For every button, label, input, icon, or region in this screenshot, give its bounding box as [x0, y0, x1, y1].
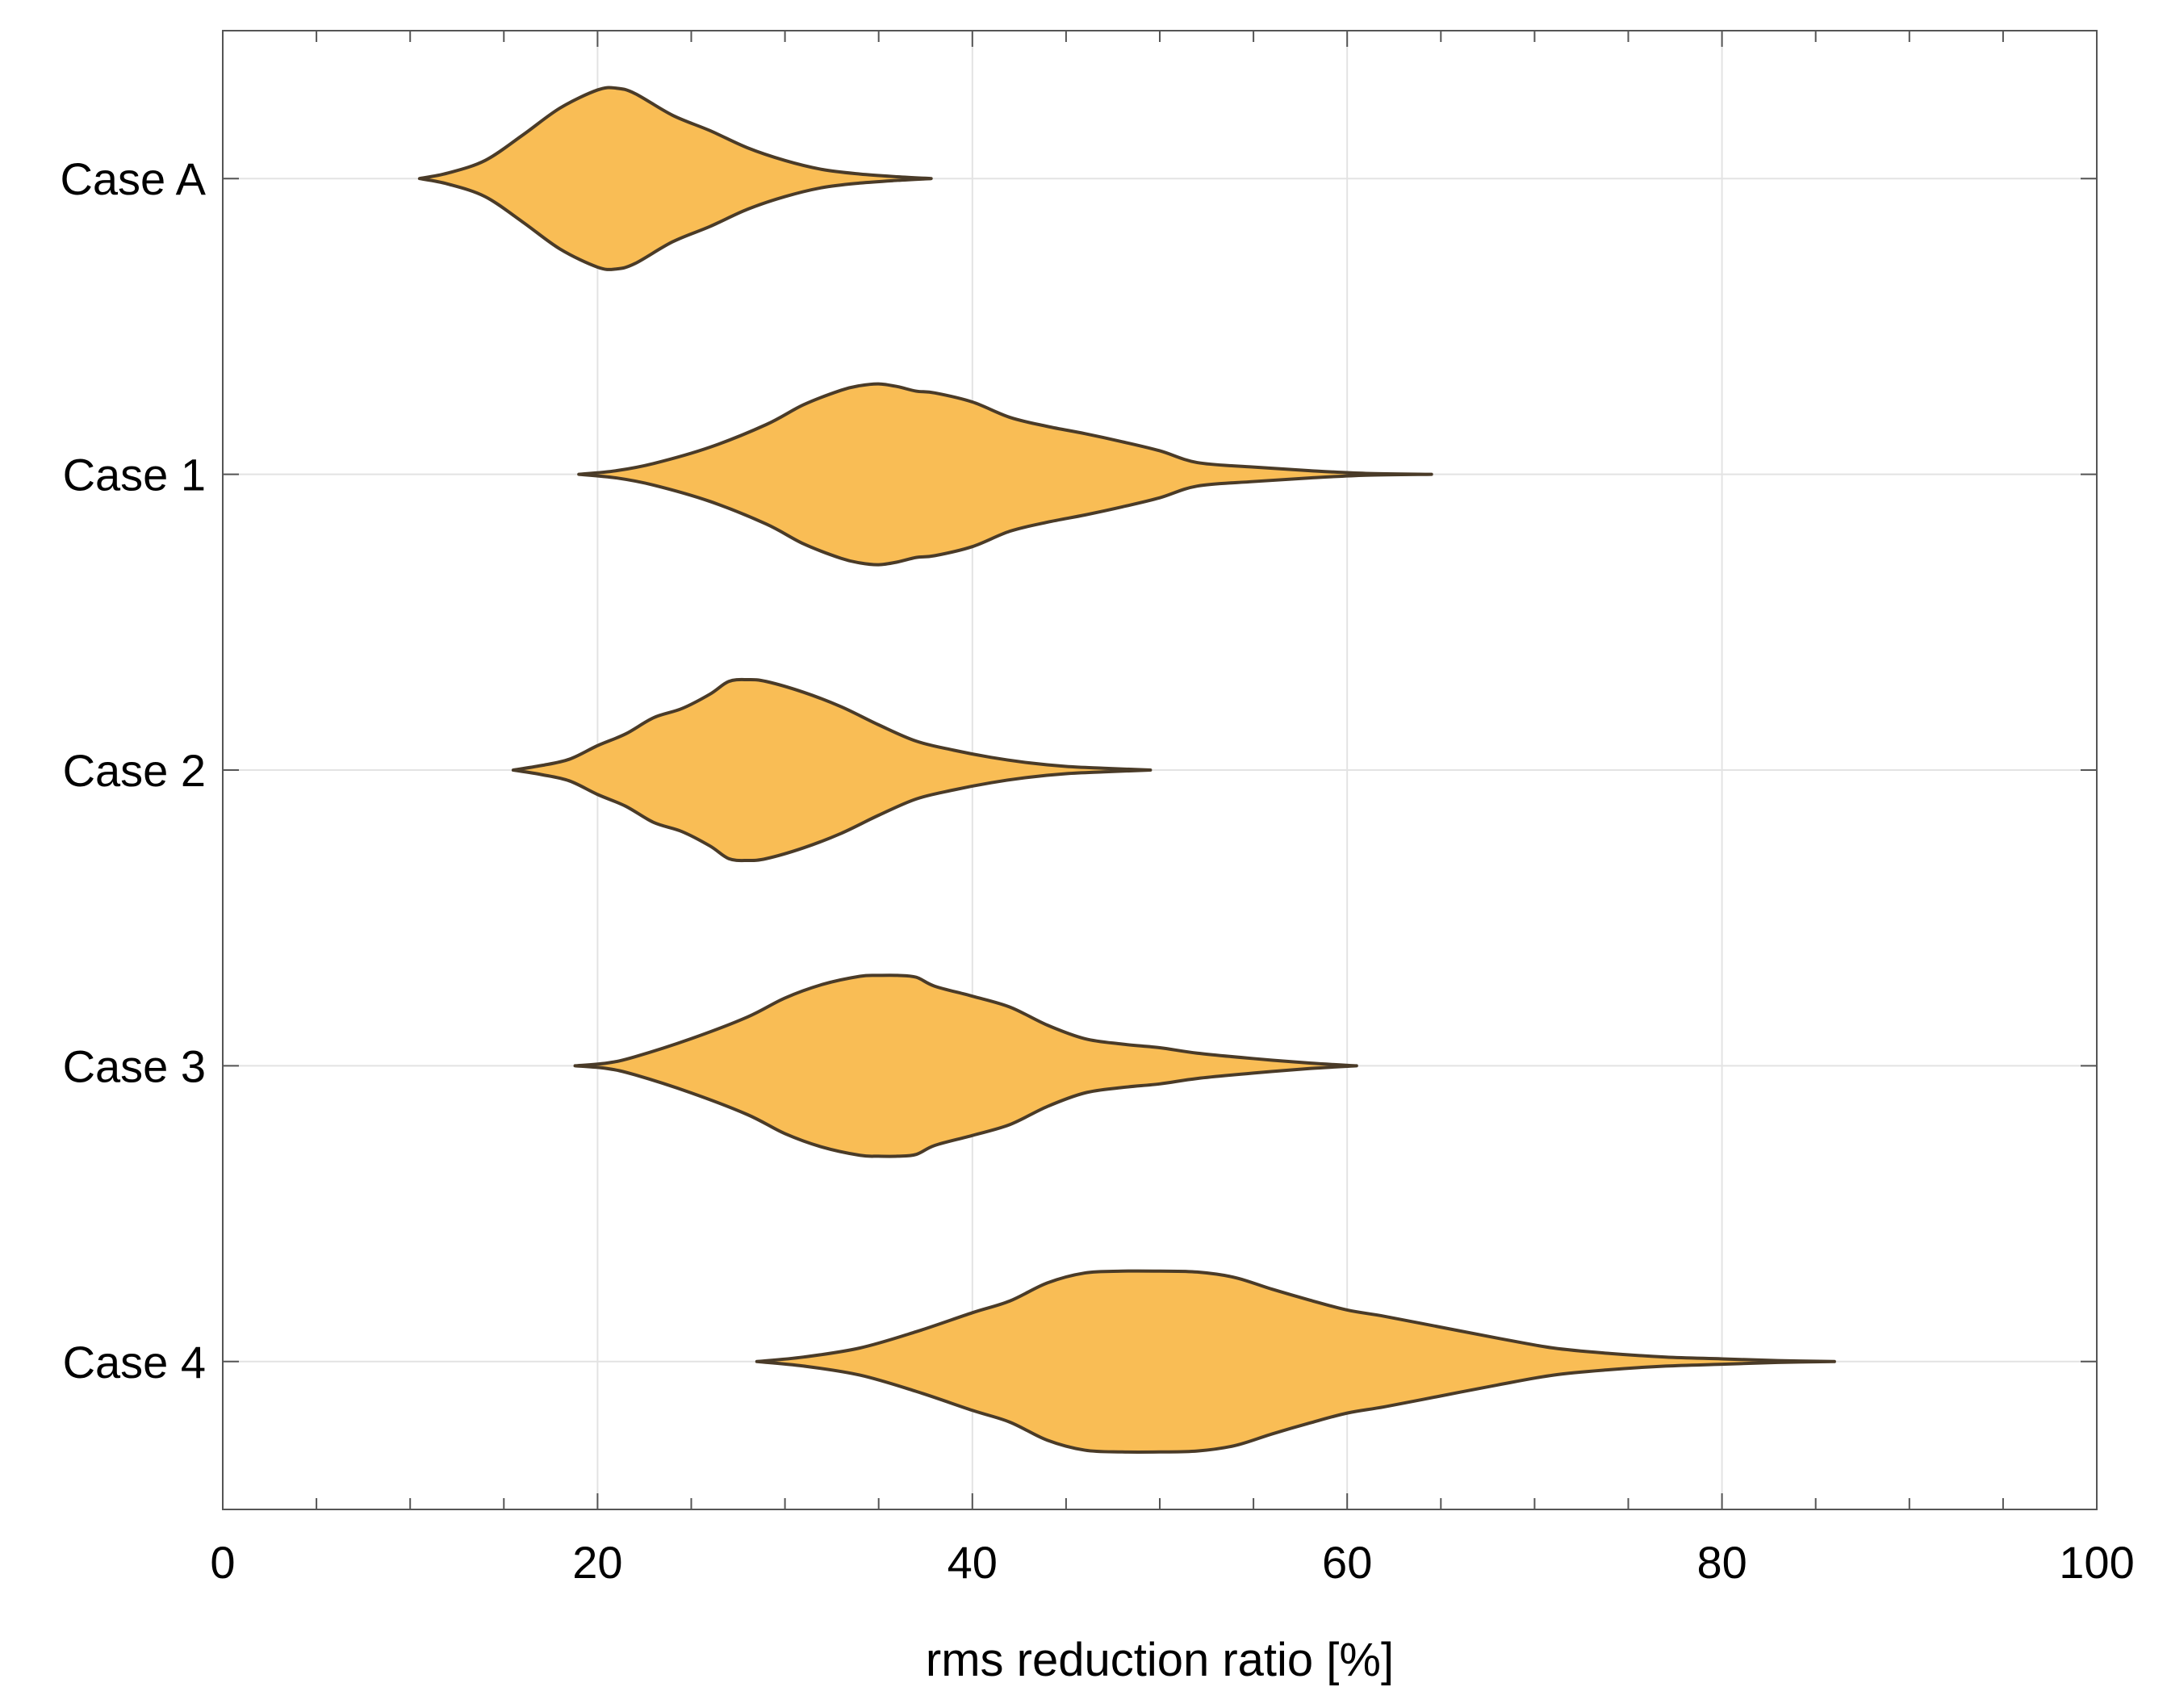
violins — [417, 86, 1836, 1455]
x-tick-label: 20 — [572, 1537, 622, 1588]
x-tick-label: 60 — [1322, 1537, 1372, 1588]
violin-case-3 — [573, 973, 1358, 1158]
x-tick-labels: 0 20 40 60 80 100 — [210, 1537, 2134, 1588]
x-tick-label: 40 — [948, 1537, 998, 1588]
plot-frame — [222, 30, 2098, 1510]
y-category-label: Case 1 — [63, 450, 206, 500]
y-category-label: Case 2 — [63, 745, 206, 796]
y-category-label: Case 4 — [63, 1337, 206, 1388]
violin-case-a — [417, 86, 933, 271]
x-tick-label: 0 — [210, 1537, 235, 1588]
violin-case-4 — [755, 1269, 1836, 1455]
y-category-labels: Case A Case 1 Case 2 Case 3 Case 4 — [60, 153, 206, 1388]
x-tick-label: 80 — [1696, 1537, 1747, 1588]
x-axis-title: rms reduction ratio [%] — [926, 1634, 1394, 1686]
violin-case-1 — [577, 382, 1433, 567]
y-category-label: Case A — [60, 153, 206, 204]
axis-ticks — [223, 31, 2097, 1509]
y-category-label: Case 3 — [63, 1040, 206, 1091]
x-tick-label: 100 — [2059, 1537, 2134, 1588]
violin-case-2 — [511, 677, 1153, 863]
